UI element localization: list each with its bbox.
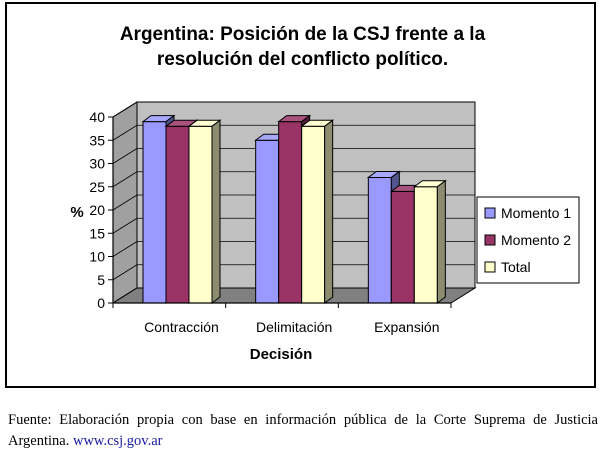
legend-entry: Total: [501, 259, 531, 275]
x-tick-label: Expansión: [374, 319, 439, 335]
gridline-side: [112, 124, 138, 141]
y-tick-label: 15: [89, 225, 105, 241]
chart-title-line-2: resolución del conflicto político.: [156, 49, 449, 70]
gridline-side: [112, 241, 138, 257]
y-tick-label: 40: [89, 109, 105, 125]
y-tick-label: 25: [89, 179, 105, 195]
x-tick-label: Delimitación: [256, 319, 332, 335]
bar-chart: Contracción Delimitación Expansión 0 5 10 15 20…: [70, 101, 580, 363]
bar: [412, 179, 447, 304]
legend: Momento 1 Momento 2 Total: [476, 196, 580, 284]
y-tick-label: 30: [89, 156, 105, 172]
bar-front: [278, 121, 303, 304]
y-tick-label: 35: [89, 132, 105, 148]
caption-text: Fuente: Elaboración propia con base en i…: [8, 412, 598, 449]
bar: [300, 119, 335, 304]
x-tick-label: Contracción: [144, 319, 219, 335]
legend-entry: Momento 1: [501, 205, 571, 221]
bars: [141, 114, 447, 304]
gridline-side: [112, 148, 138, 164]
bar-front: [390, 190, 415, 304]
y-tick-label: 5: [97, 272, 105, 288]
bar-front: [301, 125, 326, 304]
gridline-side: [112, 217, 138, 234]
bar-front: [142, 121, 167, 304]
y-tick-label: 20: [89, 202, 105, 218]
bar: [187, 119, 222, 304]
chart-title-line-1: Argentina: Posición de la CSJ frente a l…: [119, 24, 486, 45]
figure-caption: Fuente: Elaboración propia con base en i…: [8, 410, 598, 452]
chart-title: Argentina: Posición de la CSJ frente a l…: [7, 22, 598, 72]
bar-side: [324, 119, 334, 304]
bar-front: [188, 125, 213, 304]
bar-side: [436, 179, 446, 304]
legend-entry: Momento 2: [501, 232, 571, 248]
x-axis-label: Decisión: [250, 346, 313, 363]
y-tick-label: 10: [89, 249, 105, 265]
gridline-side: [112, 101, 138, 118]
gridline-side: [112, 194, 138, 211]
bar-side: [211, 119, 221, 304]
y-tick-label: 0: [97, 295, 105, 311]
source-link[interactable]: www.csj.gov.ar: [72, 433, 163, 449]
chart-frame: Argentina: Posición de la CSJ frente a l…: [5, 2, 596, 388]
bar-front: [255, 139, 280, 304]
gridline-side: [112, 171, 138, 188]
axes: Contracción Delimitación Expansión 0 5 10 15 20…: [89, 109, 452, 335]
bar-front: [165, 125, 190, 304]
bar-front: [413, 186, 438, 304]
y-axis-label: %: [70, 204, 83, 221]
legend-swatch: [484, 234, 496, 246]
bar-front: [367, 176, 392, 304]
gridline-side: [112, 264, 138, 281]
legend-swatch: [484, 261, 496, 273]
legend-swatch: [484, 207, 496, 219]
